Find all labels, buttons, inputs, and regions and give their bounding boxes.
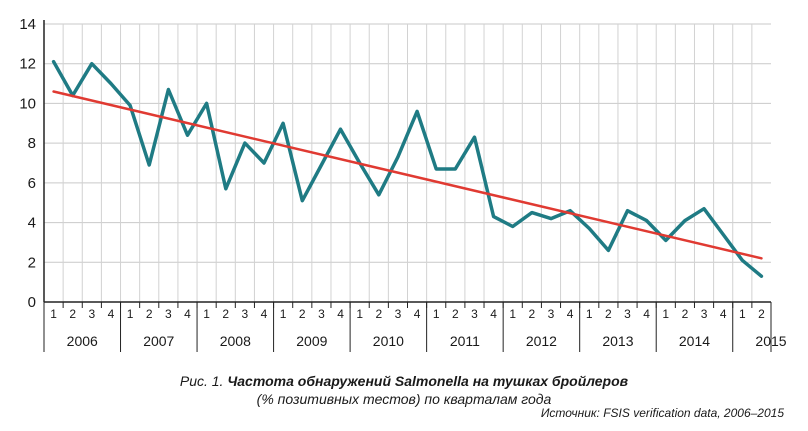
quarter-tick-label: 3 <box>701 307 708 321</box>
y-tick-label: 0 <box>28 294 36 311</box>
quarter-tick-label: 4 <box>108 307 115 321</box>
y-tick-label: 6 <box>28 175 36 192</box>
quarter-tick-label: 1 <box>662 307 669 321</box>
year-label: 2011 <box>450 333 480 349</box>
quarter-tick-label: 4 <box>643 307 650 321</box>
trend-line <box>52 90 763 260</box>
y-tick-label: 4 <box>28 215 36 232</box>
chart-title: Рис. 1. Частота обнаружений Salmonella н… <box>0 373 808 389</box>
y-tick-label: 8 <box>28 135 36 152</box>
quarter-tick-label: 1 <box>739 307 746 321</box>
quarter-tick-label: 3 <box>88 307 95 321</box>
year-label: 2012 <box>526 333 557 349</box>
quarter-tick-label: 3 <box>242 307 249 321</box>
quarter-tick-label: 2 <box>299 307 306 321</box>
quarter-tick-label: 1 <box>127 307 134 321</box>
quarter-tick-label: 2 <box>375 307 382 321</box>
quarter-tick-label: 4 <box>720 307 727 321</box>
quarter-tick-label: 4 <box>490 307 497 321</box>
quarter-tick-label: 4 <box>337 307 344 321</box>
quarter-tick-label: 2 <box>69 307 76 321</box>
figure-number: Рис. 1. <box>179 373 224 389</box>
year-label: 2013 <box>602 333 633 349</box>
quarter-tick-label: 4 <box>184 307 191 321</box>
salmonella-rate-line <box>51 59 764 278</box>
year-label: 2007 <box>143 333 174 349</box>
quarter-tick-label: 1 <box>509 307 516 321</box>
quarter-tick-label: 3 <box>318 307 325 321</box>
quarter-tick-label: 2 <box>146 307 153 321</box>
y-axis-ticks: 0 2 4 6 8 10 12 14 <box>19 16 36 311</box>
quarter-tick-label: 4 <box>567 307 574 321</box>
quarter-tick-label: 3 <box>471 307 478 321</box>
quarter-tick-label: 2 <box>682 307 689 321</box>
source-note: Источник: FSIS verification data, 2006–2… <box>540 406 784 420</box>
quarter-tick-label: 1 <box>280 307 287 321</box>
quarter-tick-label: 2 <box>222 307 229 321</box>
year-label: 2010 <box>373 333 404 349</box>
quarter-tick-label: 1 <box>433 307 440 321</box>
quarter-tick-label: 4 <box>261 307 268 321</box>
gridlines <box>44 23 771 302</box>
quarter-tick-label: 1 <box>203 307 210 321</box>
quarter-tick-label: 3 <box>624 307 631 321</box>
quarter-tick-label: 3 <box>165 307 172 321</box>
year-label: 2014 <box>679 333 710 349</box>
title-text: Частота обнаружений Salmonella на тушках… <box>227 373 629 389</box>
y-tick-label: 2 <box>28 254 36 271</box>
chart-subtitle: (% позитивных тестов) по кварталам года <box>256 391 552 407</box>
data-series <box>51 59 764 278</box>
quarter-tick-label: 3 <box>395 307 402 321</box>
year-label: 2008 <box>220 333 251 349</box>
y-tick-label: 12 <box>19 56 36 73</box>
y-tick-label: 14 <box>19 16 36 33</box>
year-label: 2006 <box>67 333 98 349</box>
y-tick-label: 10 <box>19 95 36 112</box>
quarter-tick-label: 2 <box>758 307 765 321</box>
x-axis-year-labels: 2006 2007 2008 2009 2010 2011 2012 2013 2014 2015 <box>43 302 787 352</box>
year-label: 2009 <box>296 333 327 349</box>
quarter-tick-label: 3 <box>548 307 555 321</box>
quarter-tick-label: 1 <box>586 307 593 321</box>
quarter-tick-label: 2 <box>529 307 536 321</box>
quarter-tick-label: 4 <box>414 307 421 321</box>
quarter-tick-label: 1 <box>356 307 363 321</box>
quarter-tick-label: 2 <box>452 307 459 321</box>
quarter-tick-label: 2 <box>605 307 612 321</box>
quarter-tick-label: 1 <box>50 307 57 321</box>
